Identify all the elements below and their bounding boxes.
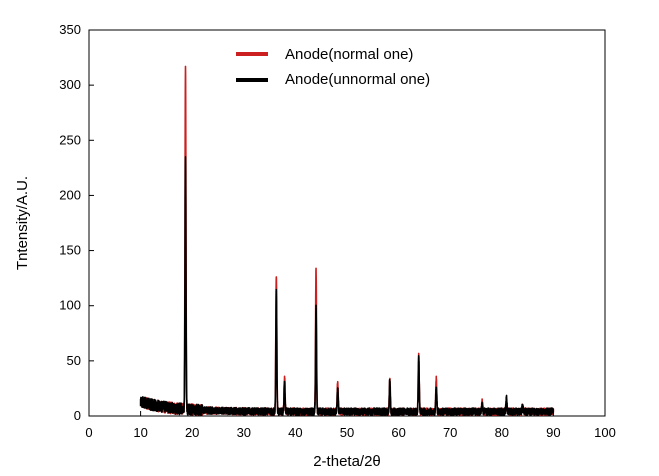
series-line-unnormal	[139, 156, 555, 417]
x-tick-label: 20	[185, 425, 199, 440]
series-line-normal	[139, 65, 555, 417]
x-tick-label: 10	[133, 425, 147, 440]
y-tick-label: 300	[59, 77, 81, 92]
x-axis-title: 2-theta/2θ	[313, 453, 381, 470]
y-tick-label: 150	[59, 243, 81, 258]
y-axis-ticks: 0 50 100 150 200 250 300 350	[59, 22, 94, 423]
legend-label-normal: Anode(normal one)	[285, 46, 413, 63]
y-tick-label: 250	[59, 132, 81, 147]
legend: Anode(normal one) Anode(unnormal one)	[236, 46, 430, 88]
y-tick-label: 100	[59, 298, 81, 313]
y-axis-title: Tntensity/A.U.	[14, 176, 31, 270]
x-axis-ticks: 0 10 20 30 40 50 60 70 80 90 100	[85, 411, 616, 440]
x-tick-label: 40	[288, 425, 302, 440]
x-tick-label: 60	[391, 425, 405, 440]
x-tick-label: 30	[237, 425, 251, 440]
series-layer	[139, 65, 555, 417]
y-tick-label: 350	[59, 22, 81, 37]
x-tick-label: 90	[546, 425, 560, 440]
x-tick-label: 50	[340, 425, 354, 440]
y-tick-label: 0	[74, 408, 81, 423]
y-tick-label: 50	[67, 353, 81, 368]
legend-label-unnormal: Anode(unnormal one)	[285, 71, 430, 88]
x-tick-label: 80	[495, 425, 509, 440]
x-tick-label: 70	[443, 425, 457, 440]
x-tick-label: 0	[85, 425, 92, 440]
x-tick-label: 100	[594, 425, 616, 440]
y-tick-label: 200	[59, 187, 81, 202]
